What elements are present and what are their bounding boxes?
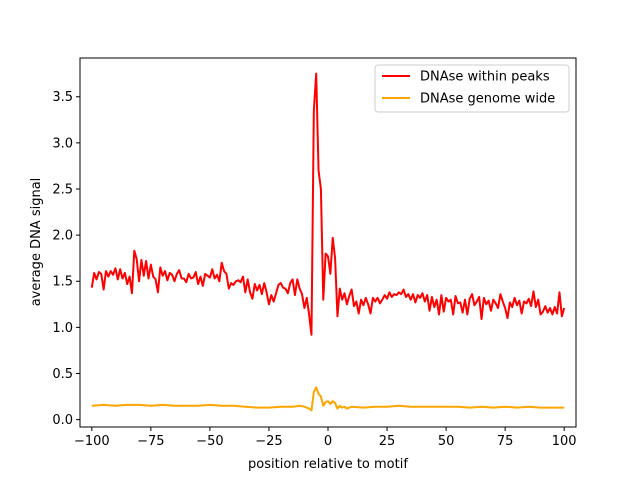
y-tick-label: 3.5 bbox=[52, 90, 73, 105]
x-tick-label: −100 bbox=[74, 434, 110, 449]
x-tick-label: −25 bbox=[255, 434, 282, 449]
x-tick-label: 25 bbox=[379, 434, 396, 449]
y-tick-label: 3.0 bbox=[52, 136, 73, 151]
legend: DNAse within peaks DNAse genome wide bbox=[374, 64, 570, 113]
x-axis-label: position relative to motif bbox=[248, 457, 408, 472]
legend-box bbox=[374, 64, 570, 113]
y-tick-label: 2.0 bbox=[52, 229, 73, 244]
plot-frame bbox=[79, 57, 577, 428]
x-tick-label: −75 bbox=[137, 434, 164, 449]
x-axis: −100 −75 −50 −25 0 25 50 75 100 bbox=[74, 427, 577, 449]
x-tick-label: 100 bbox=[552, 434, 577, 449]
plot-lines bbox=[90, 72, 566, 412]
y-axis-label: average DNA signal bbox=[29, 178, 44, 307]
x-tick-label: 0 bbox=[324, 434, 332, 449]
legend-label-genome-wide: DNAse genome wide bbox=[420, 92, 555, 107]
y-tick-label: 0.5 bbox=[52, 367, 73, 382]
y-tick-label: 2.5 bbox=[52, 182, 73, 197]
y-axis: 0.0 0.5 1.0 1.5 2.0 2.5 3.0 3.5 bbox=[52, 90, 80, 428]
y-tick-label: 1.0 bbox=[52, 321, 73, 336]
y-tick-label: 0.0 bbox=[52, 413, 73, 428]
x-tick-label: 75 bbox=[497, 434, 514, 449]
series-line-genome-wide bbox=[91, 386, 565, 412]
x-tick-label: 50 bbox=[438, 434, 455, 449]
series-line-within-peaks bbox=[90, 72, 566, 336]
legend-label-within-peaks: DNAse within peaks bbox=[420, 70, 550, 85]
y-tick-label: 1.5 bbox=[52, 275, 73, 290]
x-tick-label: −50 bbox=[196, 434, 223, 449]
